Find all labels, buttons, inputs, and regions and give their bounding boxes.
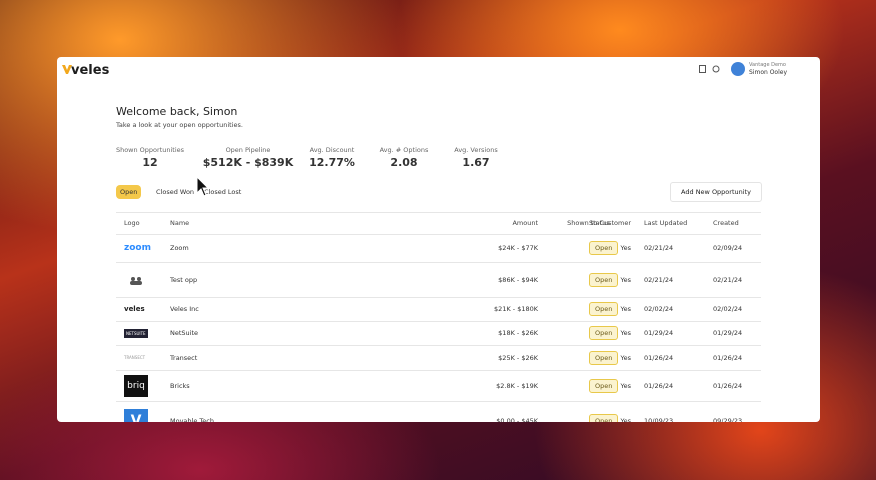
column-header: Shown to Customer bbox=[567, 219, 631, 227]
tab[interactable]: Closed Lost bbox=[204, 188, 242, 196]
stat-value: 1.67 bbox=[462, 156, 490, 169]
cell-created: 02/02/24 bbox=[713, 305, 743, 313]
table-top bbox=[116, 212, 761, 213]
add-button[interactable]: Add New Opportunity bbox=[670, 182, 762, 202]
stat-value: 12 bbox=[142, 156, 158, 169]
column-header: Created bbox=[713, 219, 739, 227]
row-divider bbox=[116, 370, 761, 371]
tab[interactable]: Closed Won bbox=[156, 188, 195, 196]
cell-amount: $0.00 - $45K bbox=[496, 416, 538, 423]
cell-amount: $25K - $26K bbox=[498, 353, 538, 362]
stat-label: Avg. Versions bbox=[454, 146, 498, 154]
status-badge: Open bbox=[589, 413, 619, 422]
column-header: Last Updated bbox=[644, 219, 688, 227]
column-header: Logo bbox=[124, 219, 140, 227]
column-header: Status bbox=[589, 219, 610, 227]
stat: Shown Opportunities 12 bbox=[100, 146, 200, 169]
cell-updated: 01/29/24 bbox=[644, 329, 674, 337]
status-badge: Open bbox=[589, 241, 619, 255]
header-icons[interactable] bbox=[699, 65, 721, 73]
user-name[interactable]: Simon Ooley bbox=[749, 69, 788, 76]
cell-name[interactable]: Zoom bbox=[170, 244, 189, 252]
row-divider bbox=[116, 262, 761, 263]
stat-label: Avg. Discount bbox=[309, 146, 355, 154]
cell-updated: 10/09/23 bbox=[644, 416, 674, 423]
company-logo: veles bbox=[124, 305, 145, 313]
cell-shown: Yes bbox=[620, 416, 632, 423]
app-window: veles Vantage Demo Simon Ooley Welcome b… bbox=[57, 57, 820, 422]
cell-shown: Yes bbox=[620, 353, 632, 362]
header-divider bbox=[116, 234, 761, 235]
column-header: Amount bbox=[512, 219, 538, 227]
brand-icon bbox=[62, 65, 72, 74]
stat-value: 12.77% bbox=[309, 156, 355, 169]
stat: Avg. Discount 12.77% bbox=[282, 146, 382, 169]
cell-updated: 01/26/24 bbox=[644, 353, 674, 362]
cell-updated: 01/26/24 bbox=[644, 381, 674, 390]
tab[interactable]: Open bbox=[116, 185, 142, 199]
company-logo: V bbox=[124, 408, 148, 422]
cell-created: 02/09/24 bbox=[713, 244, 743, 252]
cell-updated: 02/02/24 bbox=[644, 305, 674, 313]
cell-shown: Yes bbox=[620, 329, 632, 337]
status-badge: Open bbox=[589, 350, 619, 365]
cell-shown: Yes bbox=[620, 305, 632, 313]
cell-name[interactable]: Test opp bbox=[170, 275, 198, 284]
row-divider bbox=[116, 345, 761, 346]
cell-amount: $24K - $77K bbox=[498, 244, 538, 252]
stat: Avg. Versions 1.67 bbox=[426, 146, 526, 169]
stat-label: Avg. # Options bbox=[379, 146, 429, 154]
stat: Open Pipeline $512K - $839K bbox=[198, 146, 298, 169]
cursor bbox=[196, 176, 210, 197]
cell-amount: $2.8K - $19K bbox=[496, 381, 538, 390]
row-divider bbox=[116, 297, 761, 298]
cell-created: 09/29/23 bbox=[713, 416, 743, 423]
cell-updated: 02/21/24 bbox=[644, 275, 674, 284]
company-logo: zoom bbox=[124, 243, 151, 253]
company-logo: NETSUITE bbox=[124, 328, 148, 338]
cell-name[interactable]: Transect bbox=[170, 353, 198, 362]
cell-amount: $86K - $94K bbox=[498, 275, 538, 284]
cell-amount: $18K - $26K bbox=[498, 329, 538, 337]
stat-value: $512K - $839K bbox=[202, 156, 294, 169]
welcome-title: Welcome back, Simon bbox=[116, 105, 238, 118]
welcome-subtitle: Take a look at your open opportunities. bbox=[116, 121, 243, 129]
column-header: Name bbox=[170, 219, 190, 227]
company-logo: briq bbox=[124, 374, 148, 397]
cell-updated: 02/21/24 bbox=[644, 244, 674, 252]
cell-name[interactable]: Bricks bbox=[170, 381, 190, 390]
cell-created: 02/21/24 bbox=[713, 275, 743, 284]
cell-name[interactable]: NetSuite bbox=[170, 329, 199, 337]
account-name: Vantage Demo bbox=[749, 62, 786, 68]
stat: Avg. # Options 2.08 bbox=[354, 146, 454, 169]
status-badge: Open bbox=[589, 272, 619, 287]
cell-shown: Yes bbox=[620, 244, 632, 252]
row-divider bbox=[116, 321, 761, 322]
status-badge: Open bbox=[589, 302, 619, 316]
status-badge: Open bbox=[589, 326, 619, 340]
stat-value: 2.08 bbox=[390, 156, 418, 169]
avatar[interactable] bbox=[731, 62, 745, 76]
cell-name[interactable]: Movable Tech bbox=[170, 416, 214, 423]
row-divider bbox=[116, 401, 761, 402]
cell-amount: $21K - $180K bbox=[494, 305, 538, 313]
group-icon bbox=[130, 276, 142, 285]
cell-created: 01/29/24 bbox=[713, 329, 743, 337]
stat-label: Shown Opportunities bbox=[115, 146, 185, 154]
stat-label: Open Pipeline bbox=[225, 146, 271, 154]
company-logo: TRANSECT bbox=[124, 355, 146, 360]
cell-created: 01/26/24 bbox=[713, 381, 743, 390]
brand[interactable]: veles bbox=[71, 63, 110, 78]
cell-shown: Yes bbox=[620, 381, 632, 390]
cell-shown: Yes bbox=[620, 275, 632, 284]
cell-created: 01/26/24 bbox=[713, 353, 743, 362]
cell-name[interactable]: Veles Inc bbox=[170, 305, 199, 313]
status-badge: Open bbox=[589, 378, 619, 393]
